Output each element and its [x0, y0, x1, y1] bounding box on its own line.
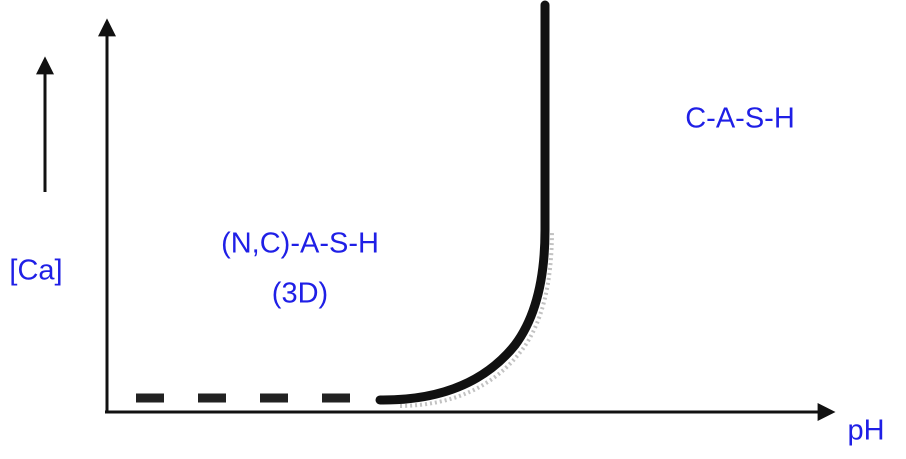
x-axis-label: pH [847, 415, 884, 447]
region-right-label: C-A-S-H [685, 103, 795, 135]
y-axis-label: [Ca] [9, 255, 62, 287]
region-left-sublabel: (3D) [272, 278, 328, 310]
region-left-label: (N,C)-A-S-H [221, 228, 379, 260]
boundary-curve [375, 0, 550, 405]
